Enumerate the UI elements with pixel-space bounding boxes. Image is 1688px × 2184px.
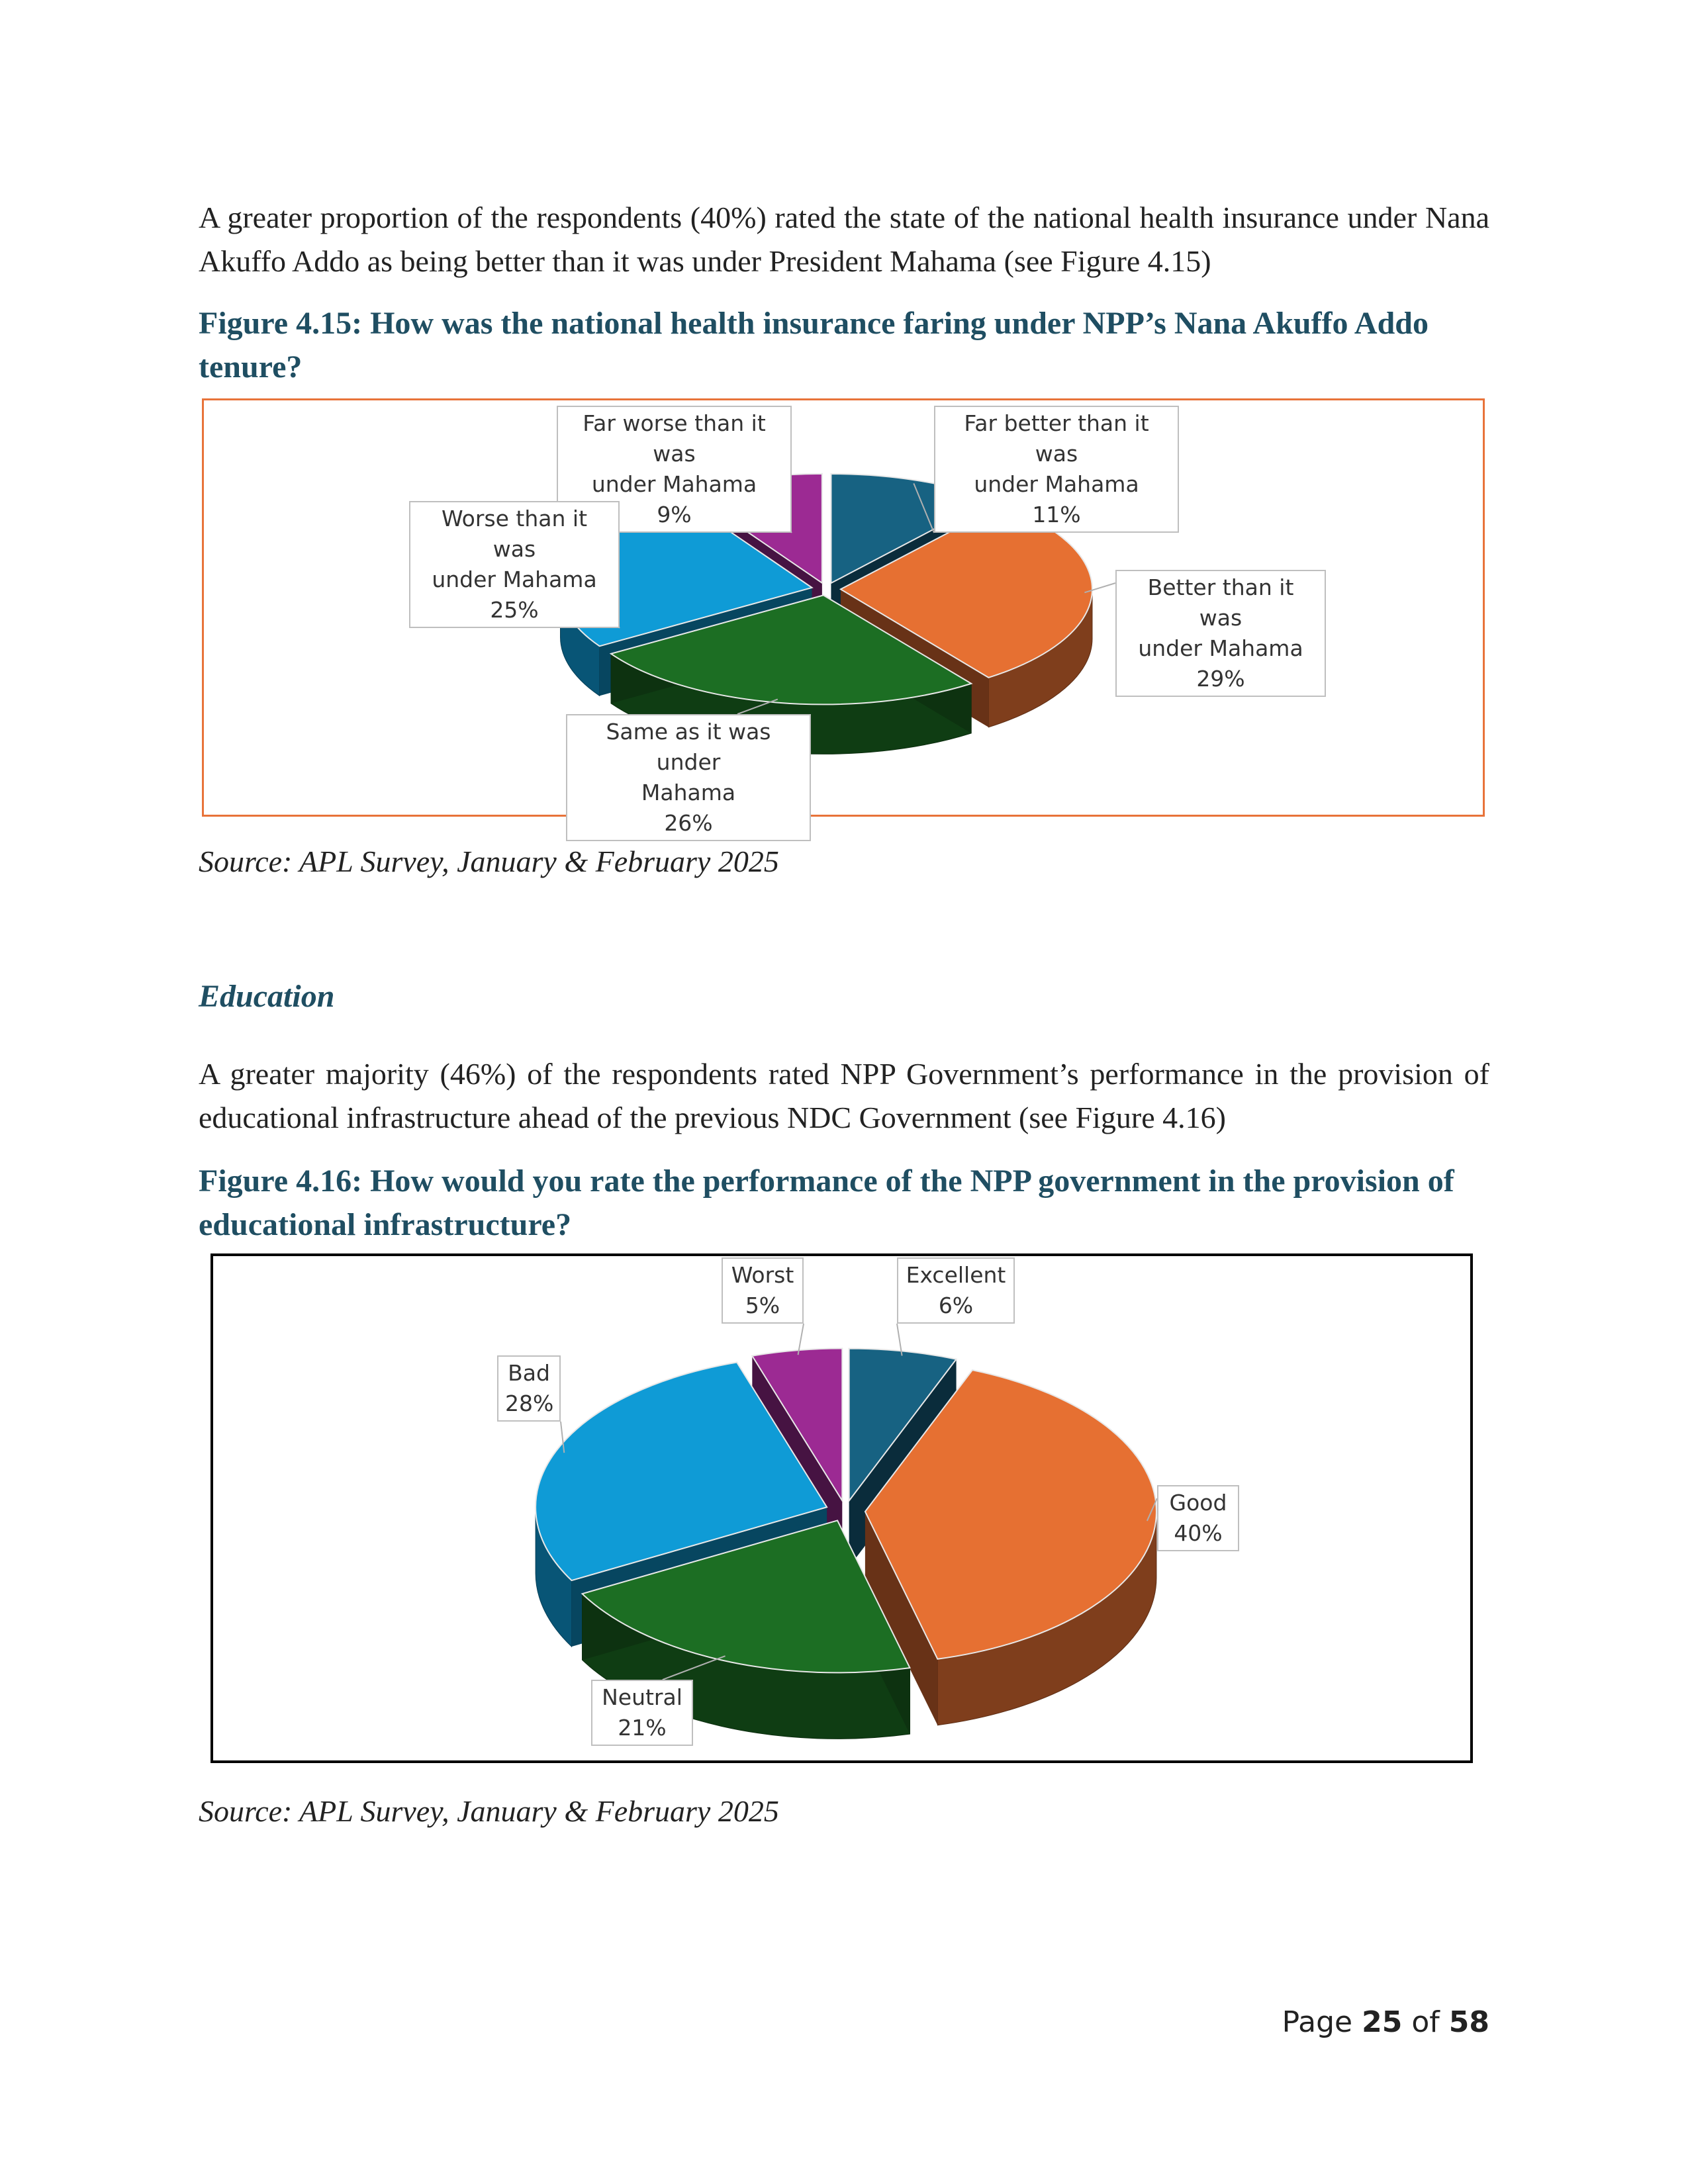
figure-4-16-source: Source: APL Survey, January & February 2…: [199, 1794, 779, 1828]
label-far-better: Far better than it was under Mahama 11%: [934, 406, 1179, 533]
section-heading-education: Education: [199, 979, 335, 1014]
figure-4-15-pie-chart: Far worse than it was under Mahama 9% Far …: [202, 398, 1485, 841]
slice-same-as-it-was-under-mahama: [609, 594, 973, 705]
label-bad: Bad 28%: [497, 1355, 561, 1422]
slice-side-good-wall: [865, 1511, 938, 1725]
figure-4-15-source: Source: APL Survey, January & February 2…: [199, 844, 779, 878]
leader-line-far-better-than-it-was-under-mahama: [913, 483, 935, 533]
label-same: Same as it was under Mahama 26%: [566, 714, 811, 841]
leader-line-worst: [797, 1323, 804, 1355]
label-excellent: Excellent 6%: [897, 1257, 1015, 1324]
slice-good: [864, 1369, 1157, 1660]
label-neutral: Neutral 21%: [591, 1680, 693, 1746]
page-number: Page 25 of 58: [1282, 2005, 1489, 2039]
slice-neutral: [581, 1520, 912, 1674]
pie-tops: [535, 1347, 1157, 1674]
slice-bad: [535, 1361, 828, 1582]
leader-line-good: [1146, 1498, 1158, 1522]
figure-4-15-title: Figure 4.15: How was the national health…: [199, 306, 1429, 385]
label-far-worse: Far worse than it was under Mahama 9%: [557, 406, 792, 533]
slice-excellent: [848, 1347, 958, 1503]
leader-line-excellent: [896, 1323, 903, 1356]
leader-line-same-as-it-was-under-mahama: [737, 698, 778, 715]
leader-line-neutral: [662, 1655, 726, 1680]
figure-4-16-pie-chart: Worst 5% Excellent 6% Bad 28% Good 40% Neutr…: [211, 1253, 1473, 1763]
figure-4-16-title: Figure 4.16: How would you rate the perf…: [199, 1163, 1454, 1242]
slice-worst: [751, 1347, 843, 1504]
pie-chart-svg: [535, 1323, 1158, 1739]
education-paragraph: A greater majority (46%) of the responde…: [199, 1057, 1489, 1134]
label-worst: Worst 5%: [722, 1257, 804, 1324]
label-good: Good 40%: [1157, 1485, 1239, 1551]
leader-line-better-than-it-was-under-mahama: [1084, 582, 1116, 594]
label-better: Better than it was under Mahama 29%: [1115, 570, 1326, 697]
label-worse: Worse than it was under Mahama 25%: [409, 501, 620, 628]
leader-line-bad: [560, 1421, 565, 1453]
intro-paragraph: A greater proportion of the respondents …: [199, 201, 1489, 278]
